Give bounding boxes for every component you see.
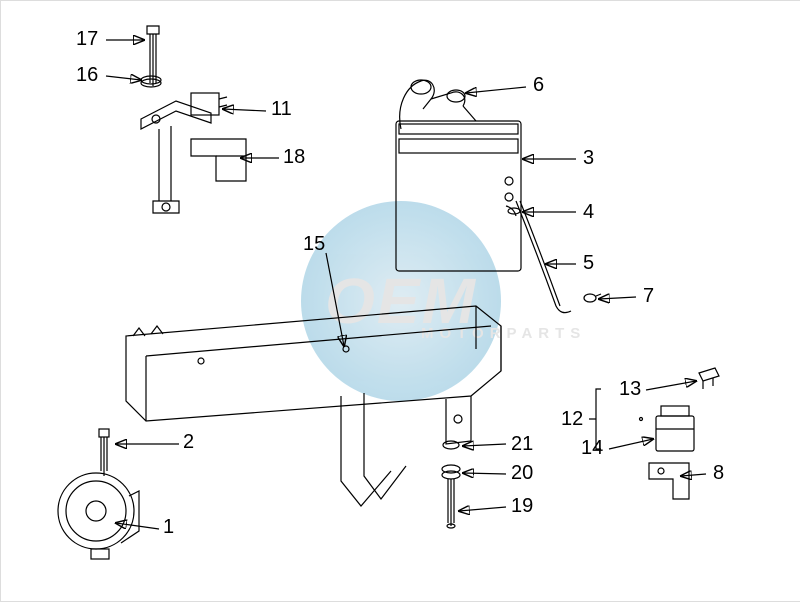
part-bracket-18 — [191, 139, 246, 181]
callout-4: 4 — [583, 201, 594, 224]
callout-15: 15 — [303, 233, 325, 256]
callout-21: 21 — [511, 433, 533, 456]
part-relay-bracket — [141, 93, 227, 213]
callout-16: 16 — [76, 64, 98, 87]
callout-6: 6 — [533, 74, 544, 97]
callout-7: 7 — [643, 285, 654, 308]
diagram-container: OEM MOTORPARTS { "watermark": { "brand":… — [0, 0, 800, 602]
part-bracket-8 — [649, 463, 689, 499]
callout-12: 12 — [561, 408, 583, 431]
part-horn-screw — [99, 429, 109, 476]
part-battery — [396, 121, 521, 271]
callout-11: 11 — [271, 98, 292, 121]
callout-8: 8 — [713, 462, 724, 485]
callout-5: 5 — [583, 252, 594, 275]
callout-arrows — [106, 40, 706, 529]
part-nut-16 — [141, 76, 161, 87]
callout-14: 14 — [581, 437, 603, 460]
callout-20: 20 — [511, 462, 533, 485]
callout-1: 1 — [163, 516, 174, 539]
part-strap-6 — [400, 80, 476, 129]
callout-18: 18 — [283, 146, 305, 169]
part-horn — [58, 473, 139, 559]
callout-3: 3 — [583, 147, 594, 170]
part-rail-15 — [126, 306, 501, 506]
callout-2: 2 — [183, 431, 194, 454]
parts-svg — [1, 1, 800, 601]
part-fuse-holder — [656, 368, 719, 451]
callout-13: 13 — [619, 378, 641, 401]
part-fastener-set — [442, 441, 460, 528]
callout-17: 17 — [76, 28, 98, 51]
callout-19: 19 — [511, 495, 533, 518]
